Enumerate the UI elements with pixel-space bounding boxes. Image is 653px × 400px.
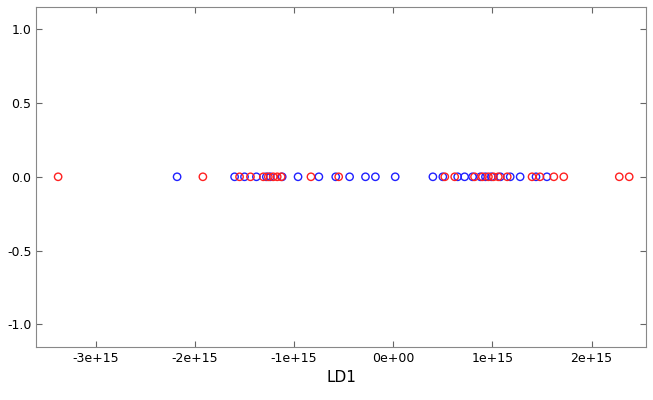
Point xyxy=(535,174,545,180)
Point xyxy=(549,174,559,180)
Point xyxy=(505,174,515,180)
Point xyxy=(272,174,283,180)
Point xyxy=(624,174,635,180)
Point xyxy=(390,174,400,180)
Point xyxy=(515,174,526,180)
Point xyxy=(527,174,537,180)
Point xyxy=(344,174,355,180)
Point xyxy=(477,174,488,180)
Point xyxy=(558,174,569,180)
Point xyxy=(234,174,245,180)
Point xyxy=(488,174,499,180)
Point xyxy=(293,174,303,180)
Point xyxy=(258,174,268,180)
Point xyxy=(246,174,256,180)
Point xyxy=(251,174,262,180)
Point xyxy=(313,174,324,180)
Point xyxy=(370,174,381,180)
Point xyxy=(229,174,240,180)
Point xyxy=(239,174,249,180)
Point xyxy=(453,174,463,180)
Point xyxy=(495,174,505,180)
Point xyxy=(475,174,486,180)
Point xyxy=(265,174,276,180)
Point xyxy=(268,174,278,180)
Point xyxy=(330,174,341,180)
Point xyxy=(614,174,624,180)
Point xyxy=(542,174,552,180)
X-axis label: LD1: LD1 xyxy=(326,370,356,385)
Point xyxy=(53,174,63,180)
Point xyxy=(263,174,274,180)
Point xyxy=(460,174,470,180)
Point xyxy=(261,174,272,180)
Point xyxy=(449,174,460,180)
Point xyxy=(438,174,448,180)
Point xyxy=(172,174,182,180)
Point xyxy=(277,174,287,180)
Point xyxy=(531,174,541,180)
Point xyxy=(470,174,480,180)
Point xyxy=(428,174,438,180)
Point xyxy=(198,174,208,180)
Point xyxy=(334,174,344,180)
Point xyxy=(276,174,287,180)
Point xyxy=(306,174,316,180)
Point xyxy=(486,174,497,180)
Point xyxy=(480,174,490,180)
Point xyxy=(483,174,494,180)
Point xyxy=(439,174,450,180)
Point xyxy=(468,174,478,180)
Point xyxy=(493,174,503,180)
Point xyxy=(360,174,371,180)
Point xyxy=(502,174,513,180)
